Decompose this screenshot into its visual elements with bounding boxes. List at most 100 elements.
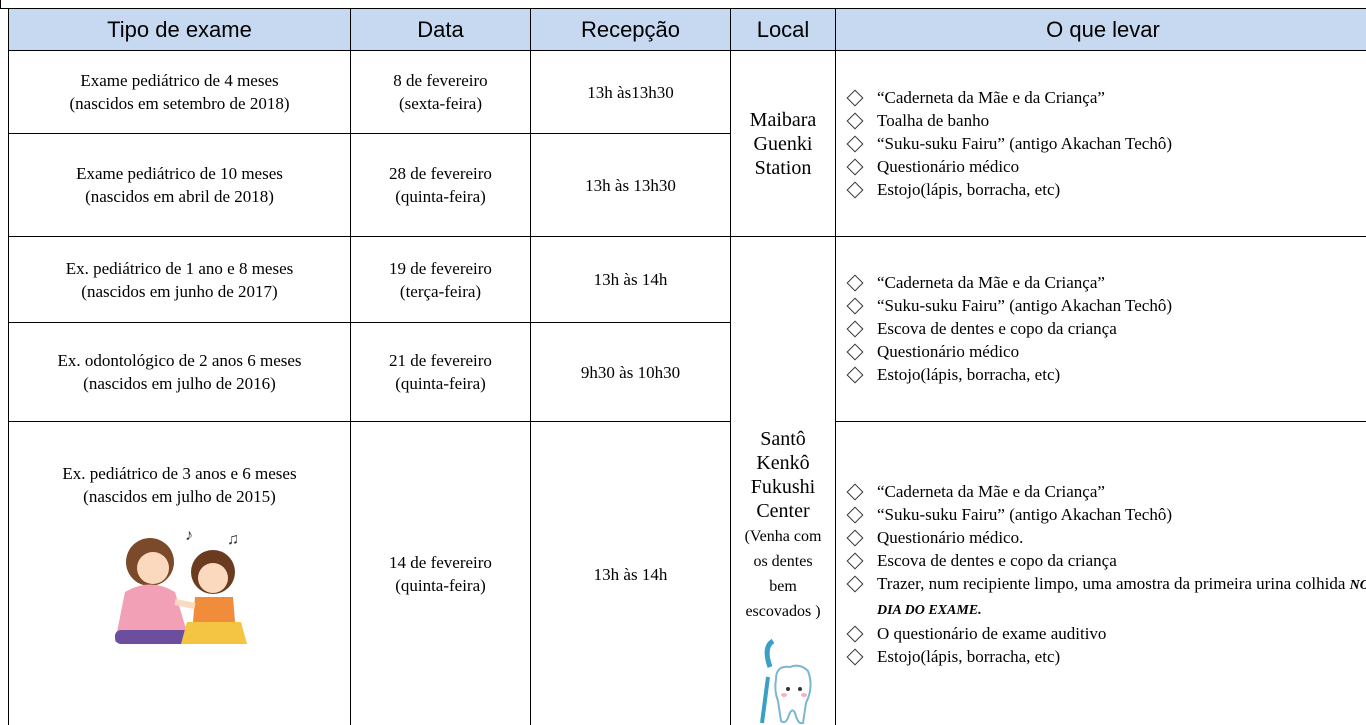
date-text: 8 de fevereiro [393,71,488,90]
location-name: Center [756,500,810,522]
reception-text: 9h30 às 10h30 [580,362,681,382]
items-cell: “Caderneta da Mãe e da Criança” “Suku-suk… [835,236,1366,422]
exam-text: (nascidos em junho de 2017) [81,281,278,301]
reception-cell: 13h às13h30 [530,50,731,134]
location-name: Santô [760,428,806,450]
date-text: (terça-feira) [399,281,482,301]
item-list: “Caderneta da Mãe e da Criança” “Suku-suk… [836,480,1366,668]
reception-cell: 13h às 14h [530,235,731,324]
item: “Caderneta da Mãe e da Criança” [846,480,1366,503]
date-cell: 14 de fevereiro (quinta-feira) [350,420,531,725]
bullet-diamond [846,135,864,153]
item-text: Questionário médico [877,342,1020,362]
bullet-diamond [846,297,864,315]
item-text: “Suku-suku Fairu” (antigo Akachan Techô) [877,505,1172,525]
bullet-diamond [846,158,864,176]
item-text: Trazer, num recipiente limpo, uma amostr… [877,572,1366,622]
location-name: Station [754,156,812,179]
items-cell: “Caderneta da Mãe e da Criança” Toalha de… [835,50,1366,237]
bullet-diamond [846,112,864,130]
table-row: Ex. pediátrico de 1 ano e 8 meses (nascid… [8,235,1366,725]
item-text: Estojo(lápis, borracha, etc) [877,647,1061,667]
reception-text: 13h às13h30 [587,82,674,102]
table-body: Exame pediátrico de 4 meses (nascidos em … [8,50,1366,725]
location-name: Kenkô [756,452,810,474]
svg-text:♪: ♪ [185,527,193,544]
reception-text: 13h às 14h [593,270,668,290]
header-cell: Tipo de exame [8,8,351,51]
item: Trazer, num recipiente limpo, uma amostr… [846,572,1366,622]
item-emphasis: NO DIA DO EXAME. [877,578,1366,619]
date-text: 14 de fevereiro [389,553,492,573]
item-list: “Caderneta da Mãe e da Criança” Toalha de… [836,86,1366,201]
exam-text: (nascidos em abril de 2018) [85,187,274,206]
reception-cell: 13h às 13h30 [530,133,731,237]
date-cell: 19 de fevereiro (terça-feira) [350,235,531,324]
item-text: “Suku-suku Fairu” (antigo Akachan Techô) [877,134,1172,153]
table-row: Ex. pediátrico de 3 anos e 6 meses (nasci… [8,420,1366,725]
location-name: Fukushi [750,476,816,498]
exam-text: Ex. pediátrico de 1 ano e 8 meses [65,258,294,278]
header-cell: Data [350,8,531,51]
header-cell: O que levar [835,8,1366,51]
location-name: Guenki [753,132,813,155]
border [0,0,1,8]
bullet-diamond [846,320,864,338]
header-cell: Recepção [530,8,731,51]
exam-text: Exame pediátrico de 10 meses [76,164,283,183]
location-cell: Maibara Guenki Station [730,50,836,237]
table-row: Exame pediátrico de 4 meses (nascidos em … [8,50,1366,237]
item: Questionário médico. [846,526,1366,549]
reception-text: 13h às 14h [593,564,668,584]
item-text: “Suku-suku Fairu” (antigo Akachan Techô) [877,296,1172,316]
date-text: 28 de fevereiro [389,164,492,183]
bullet-diamond [846,89,864,107]
date-text: 21 de fevereiro [389,351,492,371]
exam-text: (nascidos em julho de 2015) [83,486,276,506]
exam-text: Ex. pediátrico de 3 anos e 6 meses [62,463,297,483]
item: “Caderneta da Mãe e da Criança” [846,271,1366,294]
item: Questionário médico [846,340,1366,363]
exam-type-cell: Ex. odontológico de 2 anos 6 meses (nasci… [8,322,351,422]
date-text: (quinta-feira) [395,374,486,394]
exam-type-cell: Exame pediátrico de 10 meses (nascidos em… [8,133,351,237]
item: “Suku-suku Fairu” (antigo Akachan Techô) [846,294,1366,317]
exam-text: (nascidos em julho de 2016) [83,374,276,394]
item-text: “Caderneta da Mãe e da Criança” [877,88,1105,107]
location-note: escovados ) [745,603,821,620]
date-text: (sexta-feira) [398,94,483,113]
item: O questionário de exame auditivo [846,622,1366,645]
item-text: Toalha de banho [877,111,990,130]
item-text: Escova de dentes e copo da criança [877,319,1117,339]
exam-type-cell: Exame pediátrico de 4 meses (nascidos em … [8,50,351,134]
bullet-diamond [846,483,864,501]
item: Toalha de banho [846,109,1366,132]
bullet-diamond [846,529,864,547]
bullet-diamond [846,181,864,199]
date-text: 19 de fevereiro [389,258,492,278]
item-text: Questionário médico. [877,528,1024,548]
table-row: Exame pediátrico de 10 meses (nascidos em… [8,133,1366,237]
exam-text: Exame pediátrico de 4 meses [80,71,279,90]
item-text-part: Trazer, num recipiente limpo, uma amostr… [877,574,1346,594]
item: Estojo(lápis, borracha, etc) [846,645,1366,668]
item: Estojo(lápis, borracha, etc) [846,178,1366,201]
bullet-diamond [846,575,864,593]
svg-text:♫: ♫ [227,531,239,548]
reception-cell: 9h30 às 10h30 [530,322,731,422]
item-text: “Caderneta da Mãe e da Criança” [877,273,1105,293]
item-text: O questionário de exame auditivo [877,624,1107,644]
reception-text: 13h às 13h30 [585,175,676,195]
item-list: “Caderneta da Mãe e da Criança” “Suku-suk… [836,271,1366,386]
header-row: Tipo de exame Data Recepção Local O que … [8,8,1366,51]
bullet-diamond [846,625,864,643]
location-note: (Venha com [744,528,822,545]
item: Escova de dentes e copo da criança [846,317,1366,340]
item: Questionário médico [846,155,1366,178]
bullet-diamond [846,552,864,570]
reception-cell: 13h às 14h [530,420,731,725]
bullet-diamond [846,506,864,524]
illustration-tooth [760,638,812,725]
item-text: Estojo(lápis, borracha, etc) [877,365,1061,385]
